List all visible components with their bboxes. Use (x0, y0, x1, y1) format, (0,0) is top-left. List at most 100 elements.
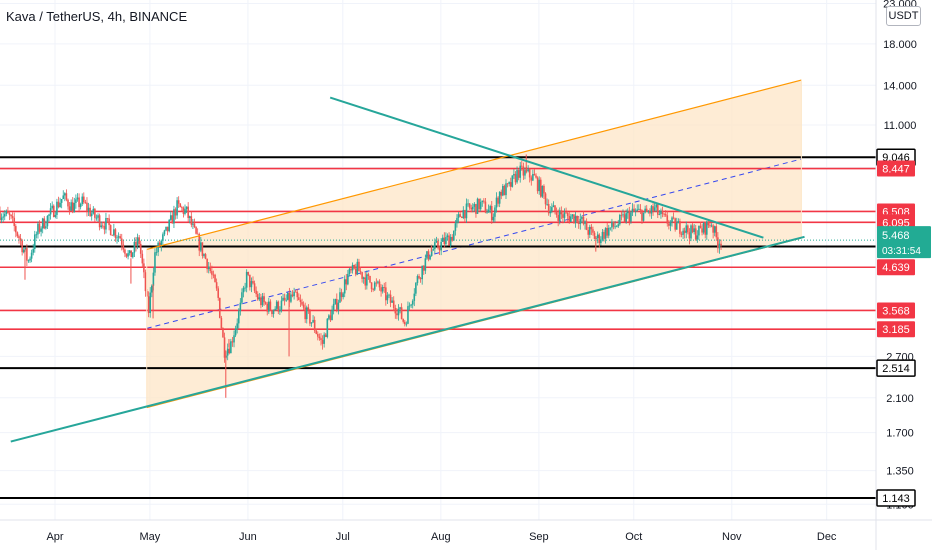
candle-body (94, 208, 96, 218)
currency-button[interactable]: USDT (886, 6, 921, 26)
candle-body (143, 263, 145, 273)
candle-body (685, 225, 688, 233)
candle-body (309, 310, 311, 324)
y-tick-label: 18.000 (883, 39, 917, 51)
candle-body (22, 249, 25, 253)
candle-body (177, 200, 180, 204)
candle-body (163, 230, 166, 235)
candle-body (38, 223, 41, 232)
candle-body (539, 179, 542, 197)
candle-body (699, 225, 702, 229)
candle-body (21, 240, 23, 253)
candle-body (158, 242, 161, 247)
candle-body (65, 193, 68, 200)
level-label: 3.568 (882, 305, 910, 317)
candle-body (415, 282, 417, 294)
candle-body (535, 175, 537, 178)
candle-body (709, 225, 711, 227)
level-label-box (877, 302, 915, 319)
candle-body (280, 300, 283, 310)
candle-body (658, 214, 661, 215)
candle-body (317, 333, 319, 337)
candle-body (307, 307, 310, 311)
candle-body (394, 307, 397, 314)
candle-body (108, 218, 110, 226)
candle-body (345, 279, 348, 285)
candle-body (239, 302, 242, 312)
candle-body (282, 297, 284, 301)
candle-body (634, 210, 637, 212)
candle-body (105, 218, 107, 230)
candle-body (288, 292, 291, 302)
candle-body (396, 313, 398, 316)
candle-body (256, 294, 259, 300)
candle-body (209, 266, 212, 272)
candle-body (419, 278, 422, 280)
candle-body (438, 247, 441, 251)
candle-body (432, 249, 435, 251)
candle-body (89, 207, 91, 217)
candle-body (57, 201, 60, 208)
candle-body (671, 217, 673, 222)
candle-body (30, 252, 33, 259)
candle-body (299, 300, 302, 303)
candle-body (358, 261, 360, 272)
candle-body (422, 265, 425, 271)
candle-body (291, 294, 294, 297)
candle-body (198, 234, 201, 251)
candle-body (52, 205, 55, 217)
candle-body (484, 201, 487, 213)
candle-body (698, 225, 700, 236)
candle-body (321, 339, 324, 344)
candle-body (464, 210, 466, 219)
candle-body (505, 183, 507, 196)
candle-body (138, 237, 140, 244)
channel-fill (146, 80, 802, 408)
candle-body (356, 261, 359, 275)
candle-body (359, 271, 362, 273)
x-tick-label: Apr (46, 531, 63, 543)
candle-body (481, 200, 484, 202)
candle-body (193, 223, 196, 228)
candle-body (362, 277, 365, 279)
candle-body (642, 212, 645, 221)
level-label: 1.143 (882, 493, 910, 505)
candle-body (609, 227, 612, 229)
candle-body (483, 200, 485, 202)
candle-body (449, 236, 452, 246)
candle-body (532, 173, 534, 181)
candle-body (296, 291, 299, 298)
candle-body (661, 210, 664, 214)
candle-body (260, 297, 262, 306)
candle-body (247, 271, 250, 275)
candles (0, 154, 722, 398)
candle-body (261, 296, 264, 306)
candle-body (51, 205, 53, 209)
candle-body (688, 232, 691, 239)
candle-body (506, 183, 509, 185)
candle-body (84, 202, 87, 204)
candle-body (5, 210, 8, 215)
candle-body (407, 306, 409, 324)
candle-body (354, 268, 357, 275)
candle-body (245, 271, 248, 288)
candle-body (453, 230, 455, 241)
candle-body (87, 207, 90, 211)
candle-body (702, 222, 705, 233)
y-tick-label: 1.700 (886, 428, 914, 440)
candle-body (366, 274, 368, 286)
candle-body (218, 297, 221, 318)
candle-body (465, 203, 468, 219)
candle-body (109, 225, 112, 236)
candle-body (277, 301, 280, 312)
candle-body (13, 217, 16, 227)
x-tick-label: Nov (722, 531, 742, 543)
candle-body (680, 233, 683, 235)
candle-body (551, 207, 553, 212)
candle-body (476, 198, 479, 214)
candle-body (543, 185, 545, 194)
candle-body (86, 202, 88, 211)
candle-body (696, 235, 699, 240)
candle-body (152, 272, 155, 286)
